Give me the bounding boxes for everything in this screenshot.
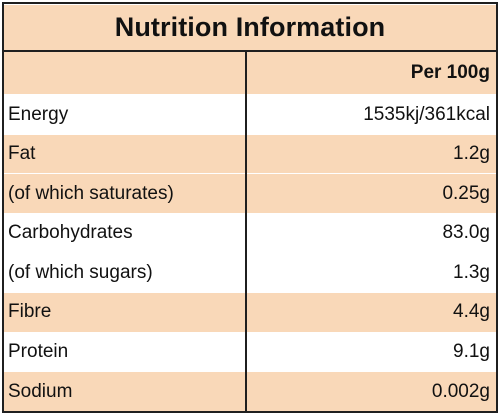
row-label-carbohydrates: Carbohydrates bbox=[4, 213, 247, 254]
row-value-saturates: 0.25g bbox=[246, 173, 496, 214]
title-row: Nutrition Information bbox=[4, 3, 496, 52]
header-label-cell bbox=[4, 50, 247, 95]
row-value-energy: 1535kj/361kcal bbox=[246, 94, 496, 135]
header-row: Per 100g bbox=[4, 50, 496, 95]
row-value-carbohydrates: 83.0g bbox=[246, 213, 496, 254]
row-value-sugars: 1.3g bbox=[246, 252, 496, 293]
row-label-sugars: (of which sugars) bbox=[4, 252, 247, 293]
table-row: Carbohydrates 83.0g bbox=[4, 213, 496, 254]
row-label-saturates: (of which saturates) bbox=[4, 173, 247, 214]
row-value-fibre: 4.4g bbox=[246, 292, 496, 333]
row-label-fibre: Fibre bbox=[4, 292, 247, 333]
row-label-sodium: Sodium bbox=[4, 371, 247, 411]
table-row: Energy 1535kj/361kcal bbox=[4, 94, 496, 135]
row-value-fat: 1.2g bbox=[246, 133, 496, 174]
table-row: Fibre 4.4g bbox=[4, 292, 496, 333]
per-100g-header: Per 100g bbox=[246, 50, 496, 95]
table-row: Protein 9.1g bbox=[4, 331, 496, 372]
nutrition-grid: Nutrition Information Per 100g Energy 15… bbox=[4, 3, 496, 411]
row-label-fat: Fat bbox=[4, 133, 247, 174]
table-row: (of which saturates) 0.25g bbox=[4, 173, 496, 214]
row-value-protein: 9.1g bbox=[246, 331, 496, 372]
nutrition-table: Nutrition Information Per 100g Energy 15… bbox=[2, 2, 498, 413]
table-row: (of which sugars) 1.3g bbox=[4, 252, 496, 293]
table-row: Fat 1.2g bbox=[4, 133, 496, 174]
table-title: Nutrition Information bbox=[4, 3, 496, 52]
row-label-protein: Protein bbox=[4, 331, 247, 372]
row-label-energy: Energy bbox=[4, 94, 247, 135]
table-row: Sodium 0.002g bbox=[4, 371, 496, 411]
row-value-sodium: 0.002g bbox=[246, 371, 496, 411]
